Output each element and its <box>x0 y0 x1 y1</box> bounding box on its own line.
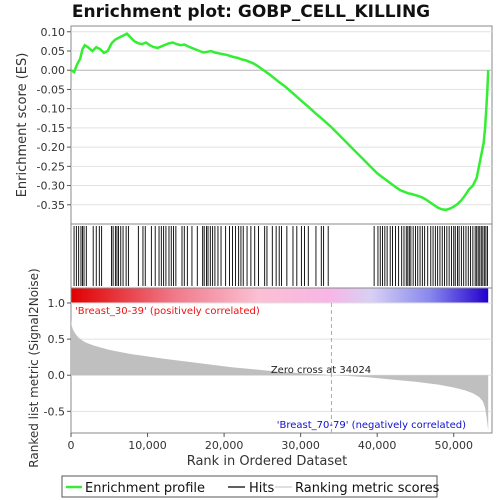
metric-y-axis-label: Ranked list metric (Signal2Noise) <box>27 268 41 467</box>
legend: Enrichment profile Hits Ranking metric s… <box>61 475 440 498</box>
es-y-tick-label: -0.15 <box>37 122 65 135</box>
es-panel-frame <box>70 25 493 225</box>
x-tick-label: 10,000 <box>128 439 167 452</box>
metric-y-tick-label: -0.5 <box>44 405 65 418</box>
x-tick-label: 40,000 <box>358 439 397 452</box>
x-tick-label: 50,000 <box>434 439 473 452</box>
x-tick-label: 0 <box>68 439 75 452</box>
metric-y-ticks: 1.0 0.5 0.0 -0.5 <box>44 297 71 418</box>
es-grid <box>71 31 492 206</box>
es-profile-line <box>70 32 490 212</box>
es-y-tick-label: 0.10 <box>41 26 66 39</box>
metric-panel: 1.0 0.5 0.0 -0.5 'Breast_30-39' (positively… <box>44 297 493 434</box>
ranking-color-band <box>71 288 489 303</box>
es-y-tick-label: -0.10 <box>37 103 65 116</box>
negative-correlation-label: 'Breast_70-79' (negatively correlated) <box>277 420 466 431</box>
es-y-tick-label: -0.25 <box>37 160 65 173</box>
es-panel: 0.10 0.05 0.00 -0.05 -0.10 -0.15 -0.20 -0.25 -0.… <box>37 25 493 225</box>
es-y-tick-label: 0.05 <box>41 45 66 58</box>
es-y-tick-label: 0.00 <box>41 64 66 77</box>
legend-es-label: Enrichment profile <box>85 481 205 496</box>
es-y-tick-label: -0.20 <box>37 141 65 154</box>
metric-y-tick-label: 0.5 <box>48 333 66 346</box>
hits-panel <box>70 223 493 289</box>
x-axis-ticks: 0 10,000 20,000 30,000 40,000 50,000 <box>68 433 473 452</box>
es-y-tick-label: -0.30 <box>37 180 65 193</box>
x-tick-label: 20,000 <box>205 439 244 452</box>
positive-correlation-label: 'Breast_30-39' (positively correlated) <box>75 306 260 317</box>
legend-hits-label: Hits <box>249 481 274 496</box>
ranking-metric-area <box>71 318 489 431</box>
metric-y-tick-label: 0.0 <box>48 369 66 382</box>
legend-metric-label: Ranking metric scores <box>295 481 440 496</box>
hit-markers <box>73 226 488 286</box>
chart-title: Enrichment plot: GOBP_CELL_KILLING <box>72 2 430 22</box>
es-y-axis-label: Enrichment score (ES) <box>15 53 30 198</box>
x-tick-label: 30,000 <box>281 439 320 452</box>
legend-frame <box>61 475 438 498</box>
metric-y-tick-label: 1.0 <box>48 297 66 310</box>
x-axis-label: Rank in Ordered Dataset <box>187 454 348 469</box>
es-y-tick-label: -0.05 <box>37 83 65 96</box>
es-y-ticks: 0.10 0.05 0.00 -0.05 -0.10 -0.15 -0.20 -0.25 -0.… <box>37 26 71 212</box>
es-y-tick-label: -0.35 <box>37 199 65 212</box>
zero-cross-label: Zero cross at 34024 <box>271 365 371 376</box>
